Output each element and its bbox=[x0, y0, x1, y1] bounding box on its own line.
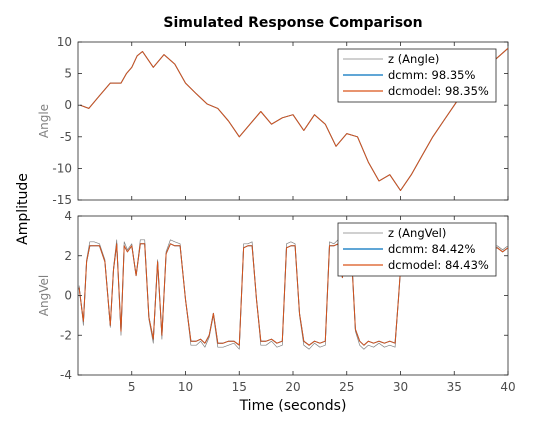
legend-label: z (Angle) bbox=[388, 52, 439, 66]
legend-box bbox=[337, 48, 497, 103]
legend-label: dcmm: 84.42% bbox=[388, 242, 475, 256]
x-axis-label: Time (seconds) bbox=[239, 398, 347, 414]
x-tick-label: 20 bbox=[285, 380, 300, 394]
y-tick-label: -2 bbox=[60, 328, 72, 342]
x-tick-label: 25 bbox=[339, 380, 354, 394]
y-axis-label: AngVel bbox=[37, 275, 51, 316]
legend-label: z (AngVel) bbox=[388, 226, 446, 240]
y-tick-label: -5 bbox=[60, 130, 72, 144]
y-tick-label: 0 bbox=[64, 289, 72, 303]
chart-title: Simulated Response Comparison bbox=[163, 15, 422, 31]
x-tick-label: 15 bbox=[232, 380, 247, 394]
y-tick-label: 5 bbox=[64, 67, 72, 81]
series-line-3 bbox=[80, 47, 508, 191]
x-tick-label: 35 bbox=[447, 380, 462, 394]
y-tick-label: -10 bbox=[52, 161, 72, 175]
x-tick-label: 5 bbox=[128, 380, 136, 394]
legend: z (Angle) dcmm: 98.35% dcmodel: 98.35% bbox=[337, 48, 497, 103]
y-axis-label: Angle bbox=[37, 104, 51, 138]
x-tick-label: 10 bbox=[178, 380, 193, 394]
y-tick-label: 10 bbox=[57, 35, 72, 49]
legend-label: dcmodel: 98.35% bbox=[388, 84, 489, 98]
y-tick-label: 2 bbox=[64, 249, 72, 263]
plots-group: 10 5 0 -5 -10 -15 Angle z (Angle) dcmm: 98.35% dc… bbox=[37, 35, 516, 394]
subplot-1: 10 5 0 -5 -10 -15 Angle z (Angle) dcmm: 98.35% dc… bbox=[37, 35, 509, 207]
legend-label: dcmodel: 84.43% bbox=[388, 258, 489, 272]
shared-y-label: Amplitude bbox=[15, 173, 31, 245]
series-group bbox=[80, 47, 508, 191]
x-tick-label: 30 bbox=[393, 380, 408, 394]
series-line-3 bbox=[78, 243, 508, 346]
series-group bbox=[78, 239, 508, 350]
y-tick-label: 0 bbox=[64, 98, 72, 112]
y-tick-label: -4 bbox=[60, 368, 72, 382]
y-tick-label: 4 bbox=[64, 209, 72, 223]
y-tick-label: -15 bbox=[52, 193, 72, 207]
legend: z (AngVel) dcmm: 84.42% dcmodel: 84.43% bbox=[337, 222, 497, 277]
x-tick-label: 40 bbox=[500, 380, 515, 394]
legend-label: dcmm: 98.35% bbox=[388, 68, 475, 82]
